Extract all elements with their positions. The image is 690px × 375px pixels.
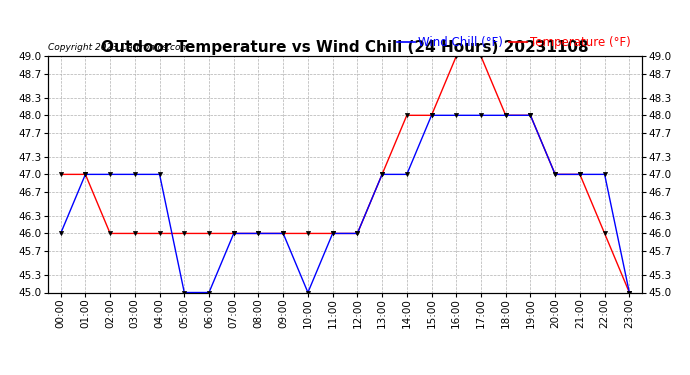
Text: Copyright 2023 Cartronics.com: Copyright 2023 Cartronics.com [48, 42, 190, 51]
Legend: Wind Chill (°F), Temperature (°F): Wind Chill (°F), Temperature (°F) [393, 32, 635, 54]
Title: Outdoor Temperature vs Wind Chill (24 Hours) 20231108: Outdoor Temperature vs Wind Chill (24 Ho… [101, 40, 589, 55]
